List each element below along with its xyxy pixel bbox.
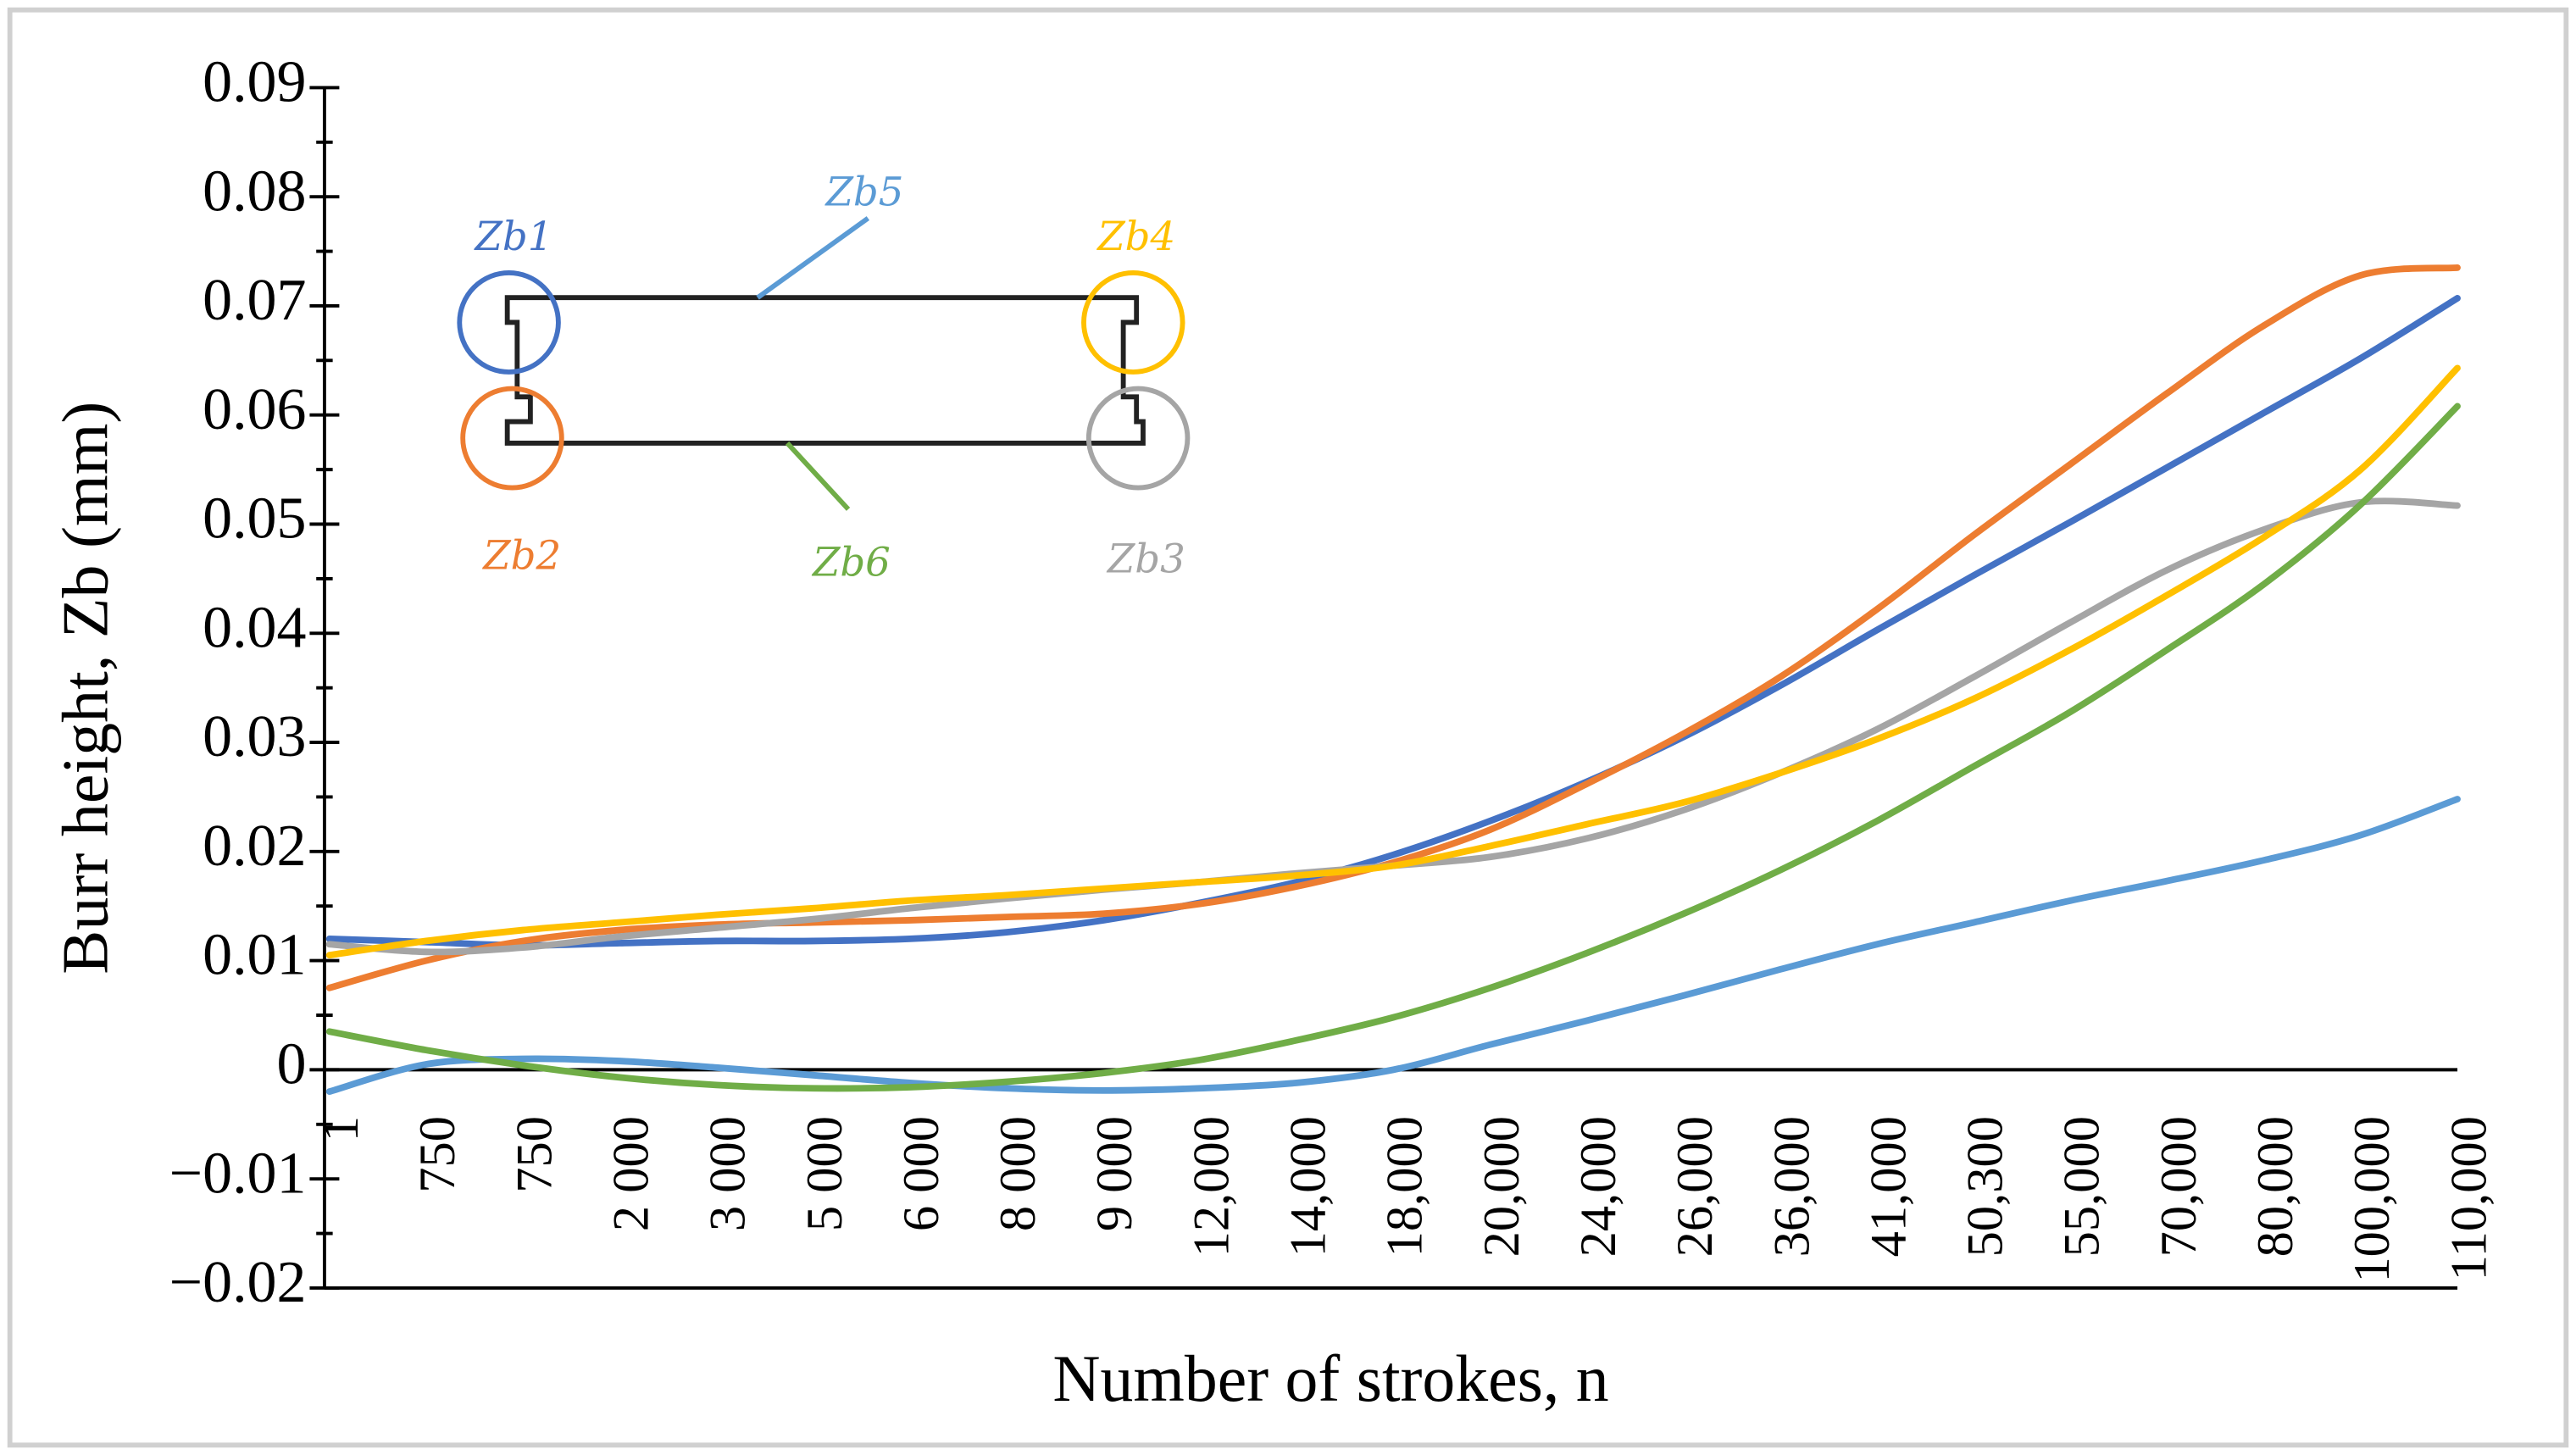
y-tick-label: 0.03 [203, 704, 306, 769]
x-tick-label: 2 000 [603, 1116, 660, 1231]
series-label: Zb4 [1096, 214, 1175, 260]
series-label: Zb1 [473, 214, 552, 260]
series-line [325, 264, 2461, 991]
x-tick-label: 70,000 [2151, 1116, 2207, 1257]
x-tick-label: 36,000 [1763, 1116, 1820, 1257]
location-circle [1081, 270, 1185, 375]
leader-line [756, 216, 870, 300]
x-tick-label: 14,000 [1280, 1116, 1337, 1257]
x-tick-label: 50,300 [1957, 1116, 2014, 1257]
x-tick-label: 5 000 [797, 1116, 853, 1231]
location-circle [457, 270, 561, 375]
frame [7, 7, 2569, 1448]
x-axis-title: Number of strokes, n [1052, 1342, 1608, 1415]
y-tick-label: 0.02 [203, 814, 306, 879]
series-label: Zb6 [811, 540, 891, 586]
x-tick-label: 12,000 [1183, 1116, 1240, 1257]
y-axis-title: Burr height, Zb (mm) [49, 402, 122, 975]
x-tick-label: 110,000 [2440, 1116, 2497, 1280]
x-tick-label: 20,000 [1474, 1116, 1530, 1257]
y-tick-label: 0.04 [203, 595, 306, 660]
x-tick-label: 3 000 [700, 1116, 757, 1231]
y-tick-label: −0.01 [169, 1141, 307, 1206]
x-tick-label: 80,000 [2247, 1116, 2304, 1257]
section-outline [504, 295, 1146, 446]
x-tick-label: 8 000 [990, 1116, 1046, 1231]
x-tick-label: 750 [506, 1116, 563, 1193]
x-tick-label: 9 000 [1086, 1116, 1143, 1231]
x-tick-label: 24,000 [1570, 1116, 1627, 1257]
location-circle [1085, 386, 1191, 491]
x-tick-label: 100,000 [2344, 1116, 2401, 1283]
inset-diagram [457, 216, 1191, 511]
x-tick-label: 41,000 [1861, 1116, 1918, 1257]
x-tick-label: 26,000 [1667, 1116, 1724, 1257]
y-tick-label: 0.06 [203, 377, 306, 442]
series-line [325, 403, 2461, 1092]
x-tick-label: 18,000 [1377, 1116, 1434, 1257]
y-tick-label: 0.08 [203, 158, 306, 224]
y-tick-label: 0.01 [203, 923, 306, 988]
x-tick-label: 1 [313, 1116, 369, 1141]
series-line [325, 295, 2461, 949]
y-tick-label: 0.09 [203, 49, 306, 114]
leader-line [785, 441, 851, 511]
series-label: Zb2 [481, 533, 561, 579]
y-tick-label: −0.02 [169, 1250, 307, 1315]
y-tick-label: 0 [277, 1031, 307, 1097]
x-tick-label: 750 [409, 1116, 466, 1193]
series-line [325, 364, 2461, 959]
y-tick-label: 0.07 [203, 268, 306, 333]
series-label: Zb3 [1106, 536, 1185, 582]
x-tick-label: 6 000 [893, 1116, 950, 1231]
x-tick-label: 55,000 [2054, 1116, 2111, 1257]
y-tick-label: 0.05 [203, 486, 306, 552]
location-circle [460, 386, 564, 491]
series-line [325, 796, 2461, 1096]
series-label: Zb5 [824, 169, 904, 215]
